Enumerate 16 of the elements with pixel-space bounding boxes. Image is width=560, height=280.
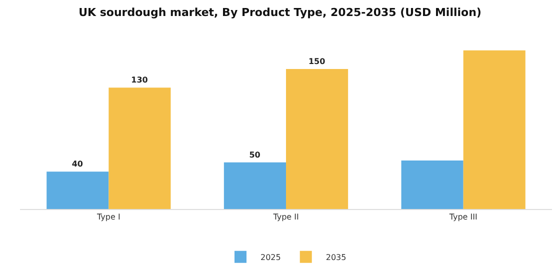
x-tick-label: Type III [448, 212, 478, 222]
bar [401, 160, 464, 209]
x-tick-label: Type II [272, 212, 299, 222]
bar [463, 50, 526, 209]
chart-title: UK sourdough market, By Product Type, 2025-2035 (USD Million) [78, 6, 482, 20]
data-label: 150 [308, 57, 326, 66]
bar [108, 88, 171, 209]
bar [46, 172, 109, 209]
legend-label: 2035 [326, 253, 346, 262]
data-label: 130 [131, 76, 148, 85]
data-label: 50 [249, 150, 261, 160]
bar [286, 69, 348, 209]
bar [224, 162, 286, 209]
data-label: 40 [72, 160, 84, 169]
legend-label: 2025 [260, 253, 281, 262]
x-tick-label: Type I [96, 212, 120, 222]
